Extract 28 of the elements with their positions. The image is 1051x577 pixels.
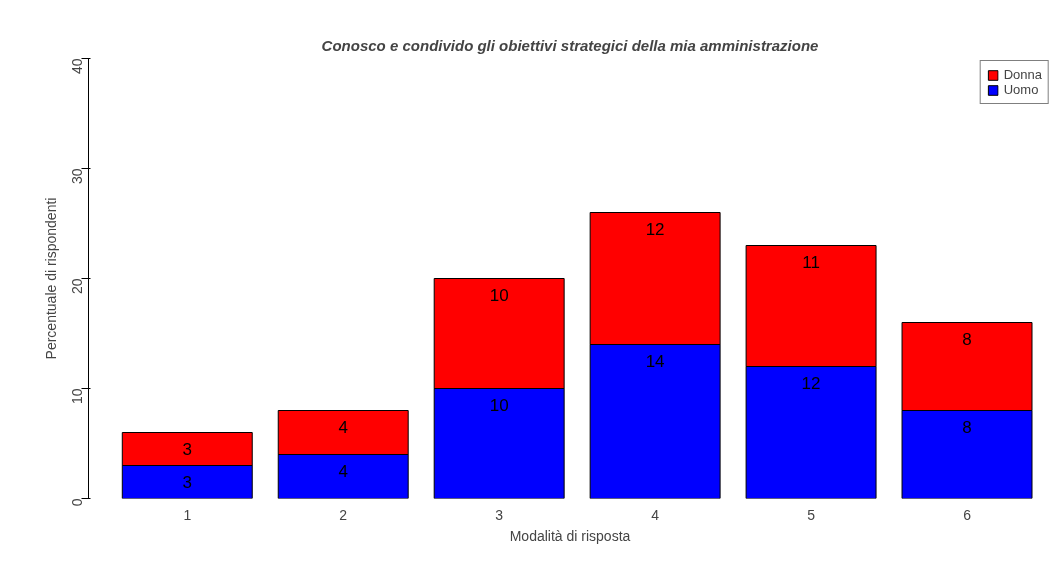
legend-label: Donna bbox=[1003, 67, 1042, 82]
data-label: 11 bbox=[802, 252, 820, 272]
x-tick-label: 1 bbox=[183, 506, 192, 523]
x-tick-label: 3 bbox=[495, 506, 504, 523]
y-tick-label: 40 bbox=[68, 58, 85, 75]
x-tick-label: 5 bbox=[807, 506, 816, 523]
x-tick-label: 2 bbox=[339, 506, 348, 523]
data-label: 3 bbox=[182, 472, 193, 492]
y-tick-label: 0 bbox=[68, 498, 85, 507]
data-label: 4 bbox=[338, 417, 348, 437]
data-label: 12 bbox=[801, 373, 821, 393]
data-label: 4 bbox=[338, 461, 348, 481]
chart-title: Conosco e condivido gli obiettivi strategici della mia amministrazione bbox=[321, 36, 819, 54]
data-label: 10 bbox=[489, 395, 509, 415]
data-label: 8 bbox=[962, 329, 972, 349]
legend-label: Uomo bbox=[1003, 82, 1039, 97]
x-tick-label: 4 bbox=[651, 506, 660, 523]
x-axis-title: Modalità di risposta bbox=[509, 527, 631, 544]
y-tick-label: 30 bbox=[68, 168, 85, 185]
y-tick-label: 10 bbox=[68, 388, 85, 405]
y-tick-label: 20 bbox=[68, 278, 85, 295]
x-tick-label: 6 bbox=[963, 506, 972, 523]
data-label: 14 bbox=[645, 351, 665, 371]
data-label: 12 bbox=[645, 219, 665, 239]
data-label: 3 bbox=[182, 439, 193, 459]
data-label: 8 bbox=[962, 417, 972, 437]
data-label: 10 bbox=[489, 285, 509, 305]
y-axis-title: Percentuale di rispondenti bbox=[42, 197, 59, 360]
